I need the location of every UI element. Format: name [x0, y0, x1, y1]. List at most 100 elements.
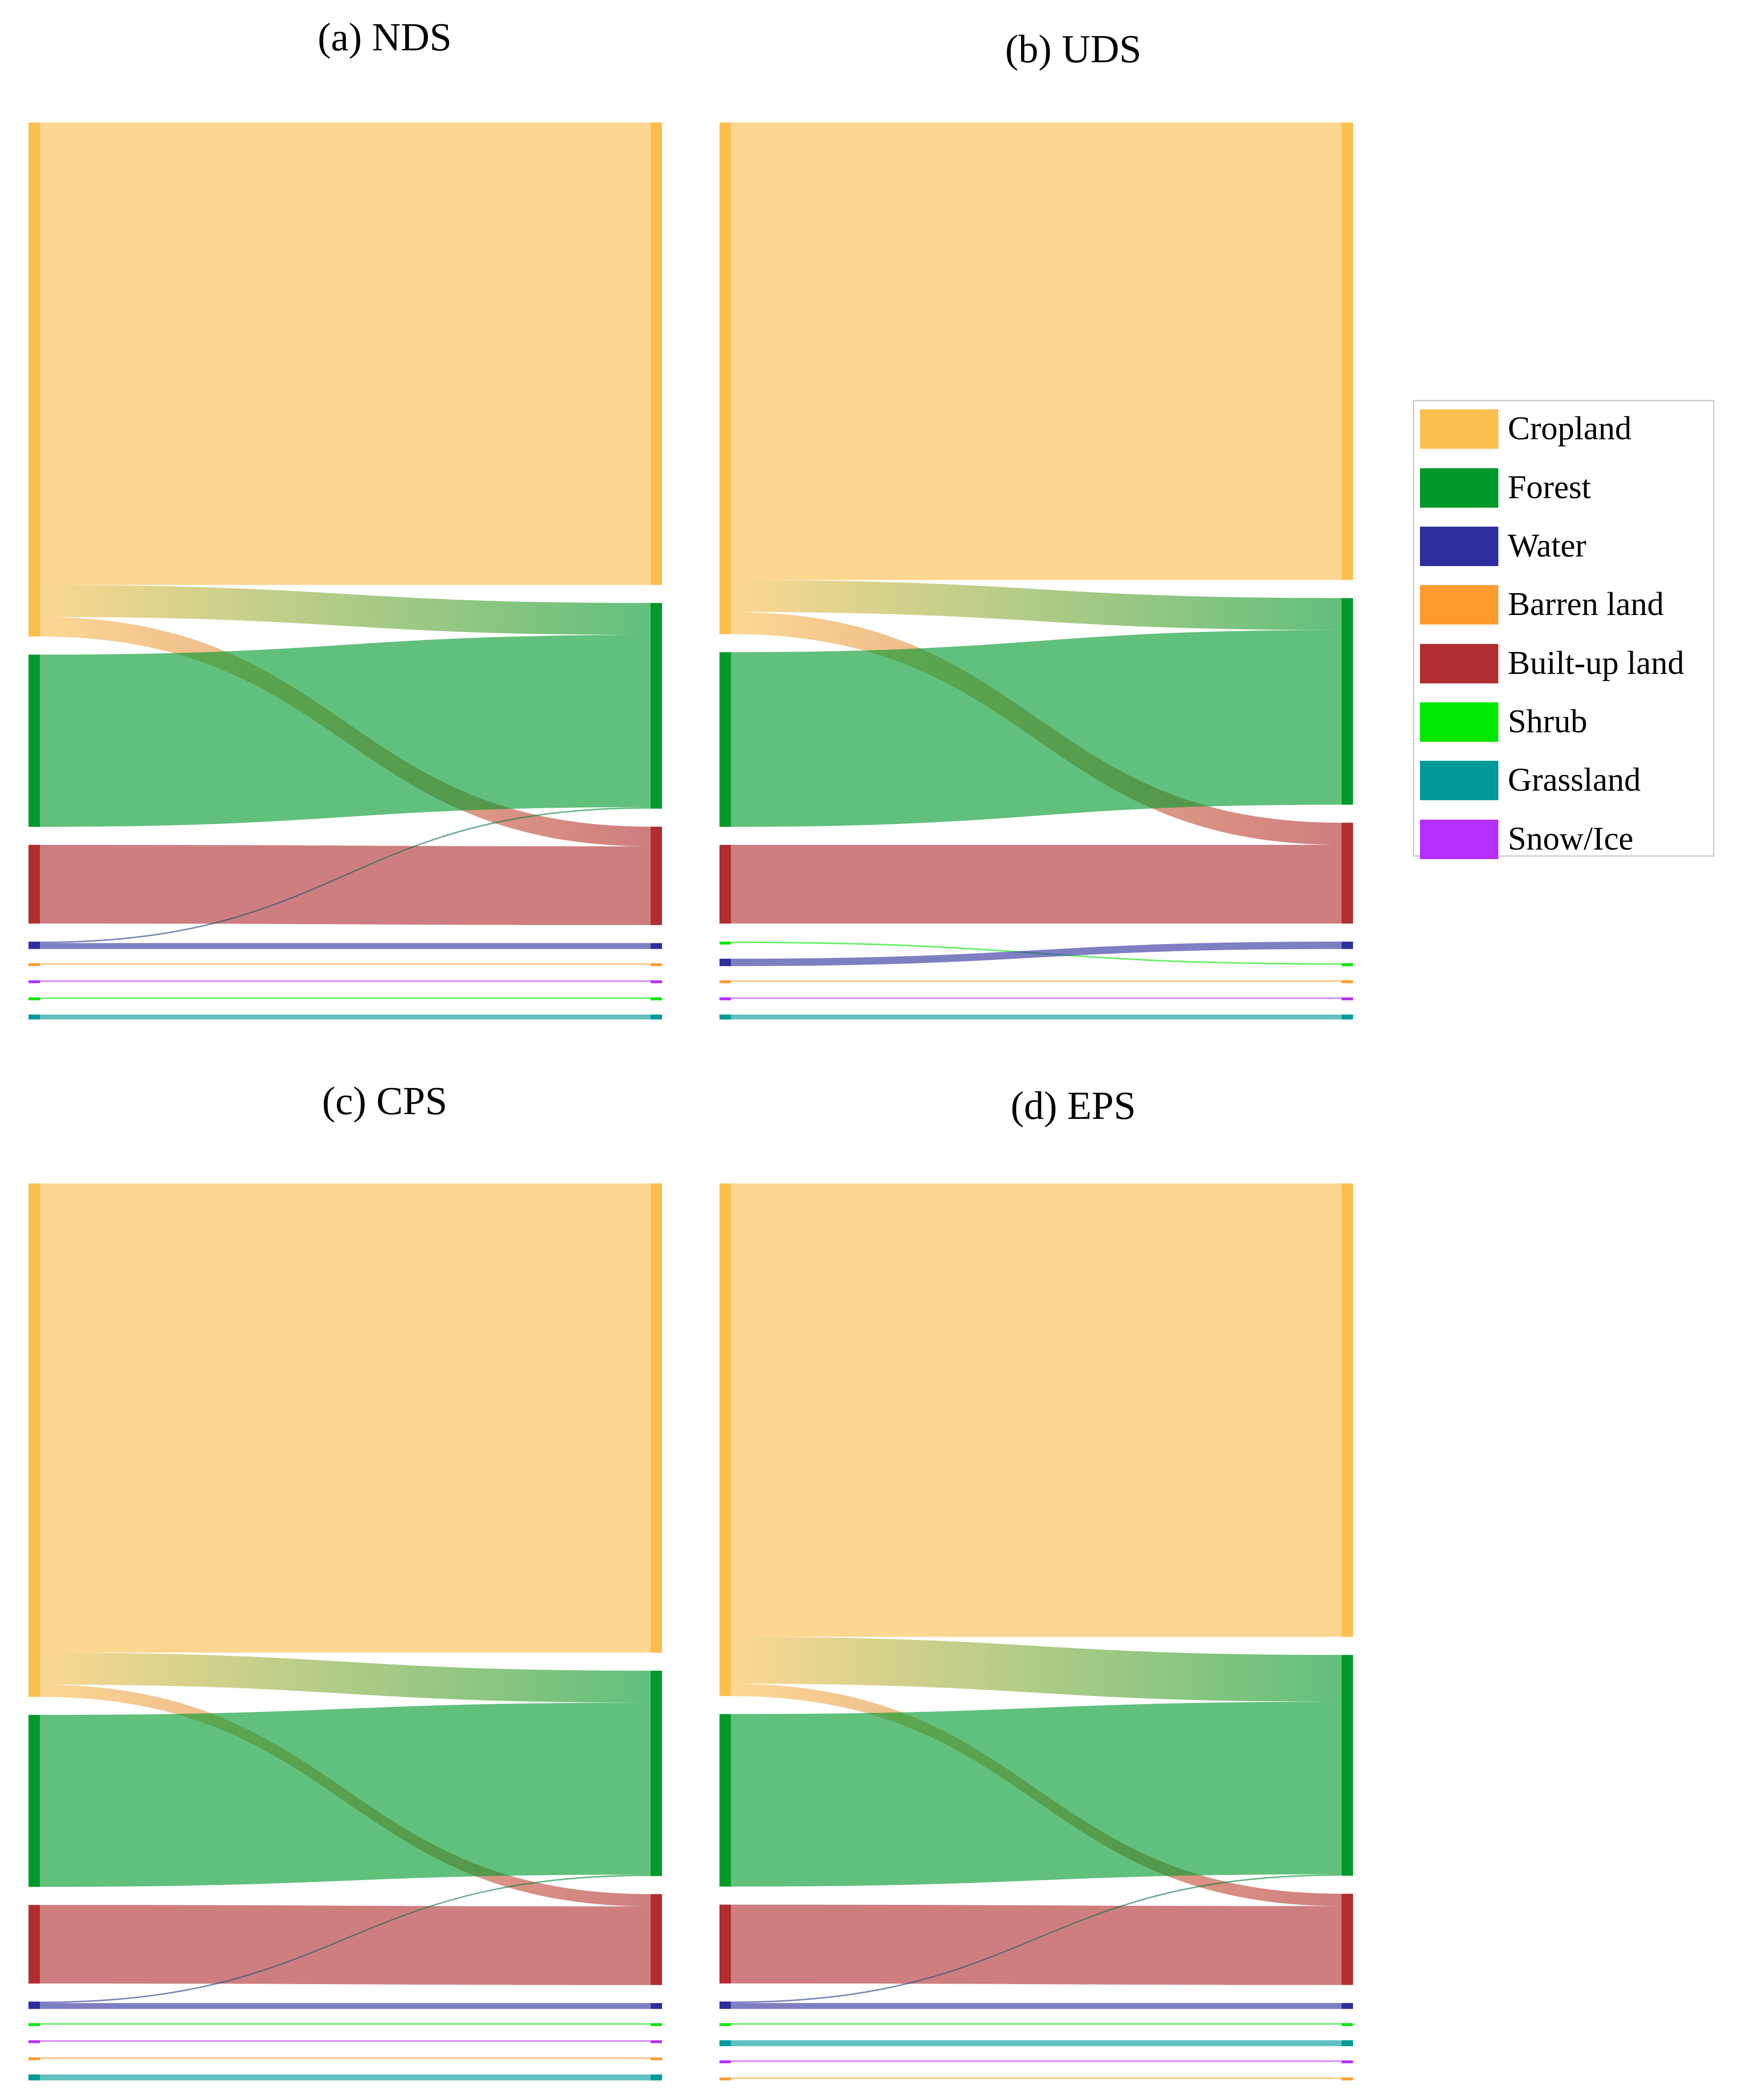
flow-grassland-to-grassland	[40, 1014, 651, 1020]
legend-swatch	[1420, 526, 1498, 566]
flow-water-to-water	[40, 943, 651, 949]
legend-swatch	[1420, 409, 1498, 449]
target-node-cropland	[651, 1183, 662, 1653]
source-node-shrub	[28, 2023, 40, 2026]
target-node-grassland	[1342, 1014, 1353, 1020]
source-node-built-up-land	[719, 845, 731, 924]
source-node-snow-ice	[719, 997, 731, 1001]
flow-links	[40, 1183, 651, 2081]
legend-item-water: Water	[1420, 525, 1586, 568]
panel-title-nds: (a) NDS	[317, 15, 452, 59]
sankey-chart-eps	[719, 1183, 1353, 2081]
panel-title-eps: (d) EPS	[1011, 1084, 1136, 1128]
legend-label: Built-up land	[1508, 645, 1684, 681]
flow-cropland-to-forest	[731, 1636, 1342, 1702]
flow-built-up-land-to-built-up-land	[731, 1904, 1342, 1985]
source-node-snow-ice	[28, 2040, 40, 2043]
legend-item-grassland: Grassland	[1420, 759, 1641, 802]
flow-built-up-land-to-built-up-land	[40, 845, 651, 925]
source-node-cropland	[28, 123, 40, 637]
flow-links	[40, 123, 651, 1020]
source-node-water	[719, 958, 731, 966]
flow-water-to-water	[731, 2003, 1342, 2009]
flow-water-to-forest	[40, 807, 651, 943]
legend-item-built-up-land: Built-up land	[1420, 642, 1684, 685]
source-node-barren-land	[28, 2057, 40, 2061]
legend-swatch	[1420, 585, 1498, 624]
flow-water-to-water	[731, 941, 1342, 966]
flow-built-up-land-to-built-up-land	[40, 1905, 651, 1985]
legend-label: Forest	[1508, 469, 1591, 506]
flow-grassland-to-grassland	[40, 2074, 651, 2081]
legend-label: Water	[1508, 528, 1587, 564]
source-node-grassland	[719, 2040, 731, 2046]
target-node-barren-land	[1342, 980, 1353, 984]
legend-swatch	[1420, 760, 1498, 800]
target-node-water	[651, 2003, 662, 2009]
source-node-water	[719, 2001, 731, 2009]
target-node-shrub	[651, 2023, 662, 2026]
legend-label: Snow/Ice	[1508, 821, 1634, 857]
flow-water-to-water	[40, 2003, 651, 2009]
target-node-forest	[1342, 1655, 1353, 1876]
source-node-forest	[28, 1715, 40, 1887]
legend-item-shrub: Shrub	[1420, 700, 1587, 743]
source-node-forest	[719, 1714, 731, 1887]
target-node-cropland	[651, 123, 662, 585]
source-node-water	[28, 2001, 40, 2009]
target-node-cropland	[1342, 123, 1353, 580]
flow-forest-to-forest	[731, 630, 1342, 827]
source-node-cropland	[719, 123, 731, 634]
target-node-barren-land	[651, 963, 662, 966]
flow-barren-land-to-barren-land	[731, 2077, 1342, 2079]
flow-built-up-land-to-built-up-land	[731, 845, 1342, 924]
source-node-snow-ice	[28, 980, 40, 984]
flow-forest-to-forest	[40, 635, 651, 827]
source-node-forest	[28, 654, 40, 827]
flow-cropland-to-cropland	[731, 123, 1342, 580]
target-node-water	[651, 943, 662, 949]
legend-label: Cropland	[1508, 410, 1632, 447]
legend-label: Grassland	[1508, 762, 1641, 798]
source-node-grassland	[28, 1014, 40, 1020]
legend-swatch	[1420, 468, 1498, 508]
source-node-grassland	[719, 1014, 731, 1020]
legend-item-barren-land: Barren land	[1420, 583, 1664, 626]
source-node-built-up-land	[719, 1904, 731, 1984]
flow-shrub-to-shrub	[40, 2023, 651, 2025]
target-node-shrub	[1342, 2023, 1353, 2026]
target-node-snow-ice	[1342, 2060, 1353, 2063]
flow-snow-ice-to-snow-ice	[731, 997, 1342, 999]
legend-label: Shrub	[1508, 703, 1588, 740]
flow-cropland-to-forest	[731, 580, 1342, 630]
source-node-cropland	[719, 1183, 731, 1696]
sankey-chart-cps	[28, 1183, 662, 2081]
flow-forest-to-forest	[40, 1703, 651, 1887]
source-node-water	[28, 941, 40, 949]
panel-title-uds: (b) UDS	[1005, 27, 1142, 71]
target-node-barren-land	[1342, 2077, 1353, 2081]
source-node-snow-ice	[719, 2060, 731, 2063]
flow-forest-to-forest	[731, 1702, 1342, 1887]
target-node-forest	[651, 1671, 662, 1876]
source-node-cropland	[28, 1183, 40, 1697]
target-node-snow-ice	[651, 980, 662, 984]
source-node-built-up-land	[28, 845, 40, 924]
flow-barren-land-to-barren-land	[731, 980, 1342, 982]
flow-barren-land-to-barren-land	[40, 963, 651, 965]
flow-snow-ice-to-snow-ice	[40, 2040, 651, 2042]
target-node-barren-land	[651, 2057, 662, 2061]
legend-swatch	[1420, 643, 1498, 683]
target-node-snow-ice	[1342, 997, 1353, 1001]
legend-swatch	[1420, 819, 1498, 859]
flow-links	[731, 1183, 1342, 2079]
flow-cropland-to-cropland	[40, 1183, 651, 1653]
legend-item-cropland: Cropland	[1420, 407, 1632, 450]
target-node-built-up-land	[1342, 823, 1353, 924]
legend: Cropland Forest Water Barren land Built-…	[1413, 400, 1714, 859]
target-node-water	[1342, 2003, 1353, 2009]
target-node-grassland	[651, 2074, 662, 2081]
target-node-water	[1342, 941, 1353, 949]
flow-shrub-to-shrub	[40, 997, 651, 999]
target-node-built-up-land	[651, 826, 662, 925]
